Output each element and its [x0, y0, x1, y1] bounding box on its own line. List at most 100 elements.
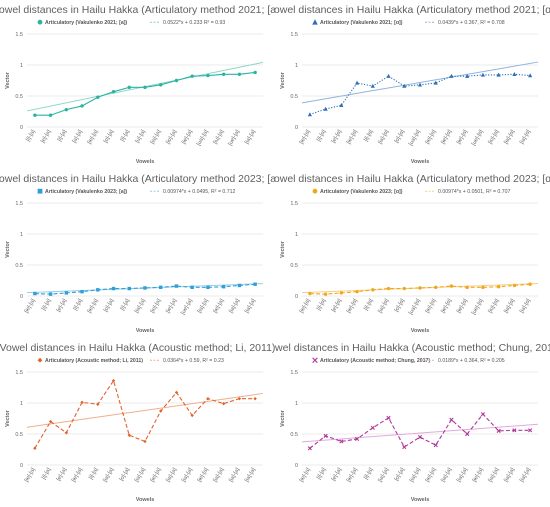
y-tick-label: 0.5	[290, 432, 298, 438]
x-tick-label: [e]-[ɑ]	[331, 129, 343, 145]
x-tick-label: [ie]-[a]	[150, 467, 163, 484]
x-tick-label: [ie]-[a]	[213, 298, 226, 315]
data-point	[449, 417, 454, 422]
x-tick-label: [ɨ]-[ɑ]	[363, 129, 375, 143]
x-tick-label: [ue]-[a]	[180, 298, 194, 316]
data-point	[323, 106, 328, 111]
data-point	[512, 72, 517, 76]
legend-series-label: Articulatory (Vakulenko 2023; [ɑ])	[320, 189, 403, 195]
series	[308, 282, 532, 296]
data-point	[48, 292, 53, 296]
x-tick-label: [ia]-[a]	[377, 467, 390, 484]
y-tick-label: 0	[295, 294, 298, 300]
x-tick-label: [ɨe]-[ɑ]	[440, 298, 453, 315]
y-tick-label: 0.5	[15, 432, 23, 438]
data-point	[96, 95, 100, 99]
x-tick-label: [ia]-[a]	[134, 298, 147, 315]
data-point	[496, 72, 501, 77]
x-tick-label: [ɨa]-[ɑ]	[503, 298, 516, 315]
data-point	[307, 446, 312, 451]
data-point	[339, 439, 344, 444]
legend-series-label: Articulatory (Acoustic method; Chung, 20…	[320, 358, 430, 364]
legend-trendline-label: 0.00974*x + 0.0495, R² = 0.712	[163, 189, 236, 195]
x-tick-label: [a]-[a]	[72, 129, 84, 145]
data-point	[449, 73, 454, 78]
data-point	[386, 73, 391, 78]
data-point	[33, 291, 37, 296]
data-point	[449, 284, 454, 288]
y-tick-label: 1	[20, 63, 23, 69]
y-tick-label: 0.5	[290, 263, 298, 269]
data-point	[174, 78, 179, 83]
data-point	[237, 72, 242, 77]
x-tick-label: [ia]-[a]	[244, 129, 257, 146]
y-tick-label: 1.5	[15, 32, 23, 38]
x-tick-label: [i]-[a]	[41, 467, 53, 481]
data-point	[308, 291, 312, 296]
data-point	[512, 283, 517, 288]
data-point	[64, 107, 69, 112]
chart-title: Vowel distances in Hailu Hakka (Articula…	[275, 4, 550, 16]
x-tick-label: [ie]-[ɑ]	[346, 129, 359, 146]
legend: Articulatory (Vakulenko 2023; [ɑ]) 0.0097…	[312, 188, 511, 195]
x-tick-label: [ia]-[a]	[440, 467, 453, 484]
x-tick-label: [u]-[a]	[135, 129, 147, 145]
y-tick-label: 0	[20, 125, 23, 131]
data-point	[48, 419, 53, 424]
x-tick-label: [ie]-[ɑ]	[346, 298, 359, 315]
y-tick-label: 1.5	[290, 201, 298, 207]
series	[33, 378, 257, 450]
data-point	[159, 409, 163, 413]
x-tick-label: [ie]-[a]	[181, 129, 194, 146]
x-tick-label: [ia]-[a]	[134, 467, 147, 484]
data-point	[174, 284, 179, 288]
y-tick-label: 1	[295, 232, 298, 238]
chart-panel: Vowel distances in Hailu Hakka (Articula…	[275, 0, 550, 169]
legend: Articulatory (Vakulenko 2021; [a]) 0.0522…	[37, 19, 225, 26]
chart-panel: Vowel distances in Hailu Hakka (Acoustic…	[0, 338, 275, 507]
x-tick-label: [ie]-[ɑ]	[299, 298, 312, 315]
x-tick-label: [o]-[a]	[119, 467, 131, 483]
x-tick-label: [o]-[a]	[103, 298, 115, 314]
chart-title: Vowel distances in Hailu Hakka (Articula…	[0, 4, 275, 16]
y-tick-label: 0	[20, 294, 23, 300]
x-tick-label: [ɨ]-[a]	[88, 467, 100, 481]
data-point	[206, 396, 210, 401]
data-point	[96, 402, 100, 406]
y-tick-label: 0.5	[15, 94, 23, 100]
data-point	[237, 283, 242, 288]
y-tick-label: 1.5	[290, 32, 298, 38]
x-tick-label: [ɨe]-[a]	[472, 467, 485, 484]
x-tick-label: [ie]-[ɑ]	[425, 129, 438, 146]
chart-svg: Vowel distances in Hailu Hakka (Articula…	[275, 173, 550, 334]
x-tick-label: [ie]-[a]	[71, 467, 84, 484]
data-point	[111, 378, 116, 383]
data-point	[143, 85, 147, 90]
data-point	[312, 19, 318, 25]
x-tick-label: [io]-[a]	[165, 129, 178, 146]
data-point	[354, 80, 360, 85]
x-tick-label: [ue]-[ɑ]	[471, 129, 485, 147]
series	[307, 412, 533, 451]
data-point	[48, 113, 53, 117]
trendline	[301, 61, 539, 104]
y-tick-label: 1	[295, 63, 298, 69]
x-tick-label: [i]-[a]	[72, 298, 84, 312]
data-point	[339, 291, 344, 295]
data-point	[80, 104, 84, 108]
legend-trendline-label: 0.00974*x + 0.0501, R² = 0.707	[438, 189, 511, 195]
trendline	[26, 392, 264, 428]
data-point	[417, 82, 423, 87]
x-tick-label: [e]-[ɑ]	[331, 298, 343, 314]
chart-panel: Vowel distances in Hailu Hakka (Acoustic…	[275, 338, 550, 507]
x-tick-label: [io]-[ɑ]	[488, 298, 501, 315]
data-point	[354, 436, 360, 442]
trendline	[301, 423, 539, 443]
data-point	[465, 285, 469, 290]
x-tick-label: [o]-[a]	[103, 129, 115, 145]
y-tick-label: 1	[295, 401, 298, 407]
series-line	[34, 71, 256, 116]
x-tick-label: [ia]-[a]	[197, 298, 210, 315]
x-tick-label: [ua]-[ɑ]	[408, 129, 422, 147]
